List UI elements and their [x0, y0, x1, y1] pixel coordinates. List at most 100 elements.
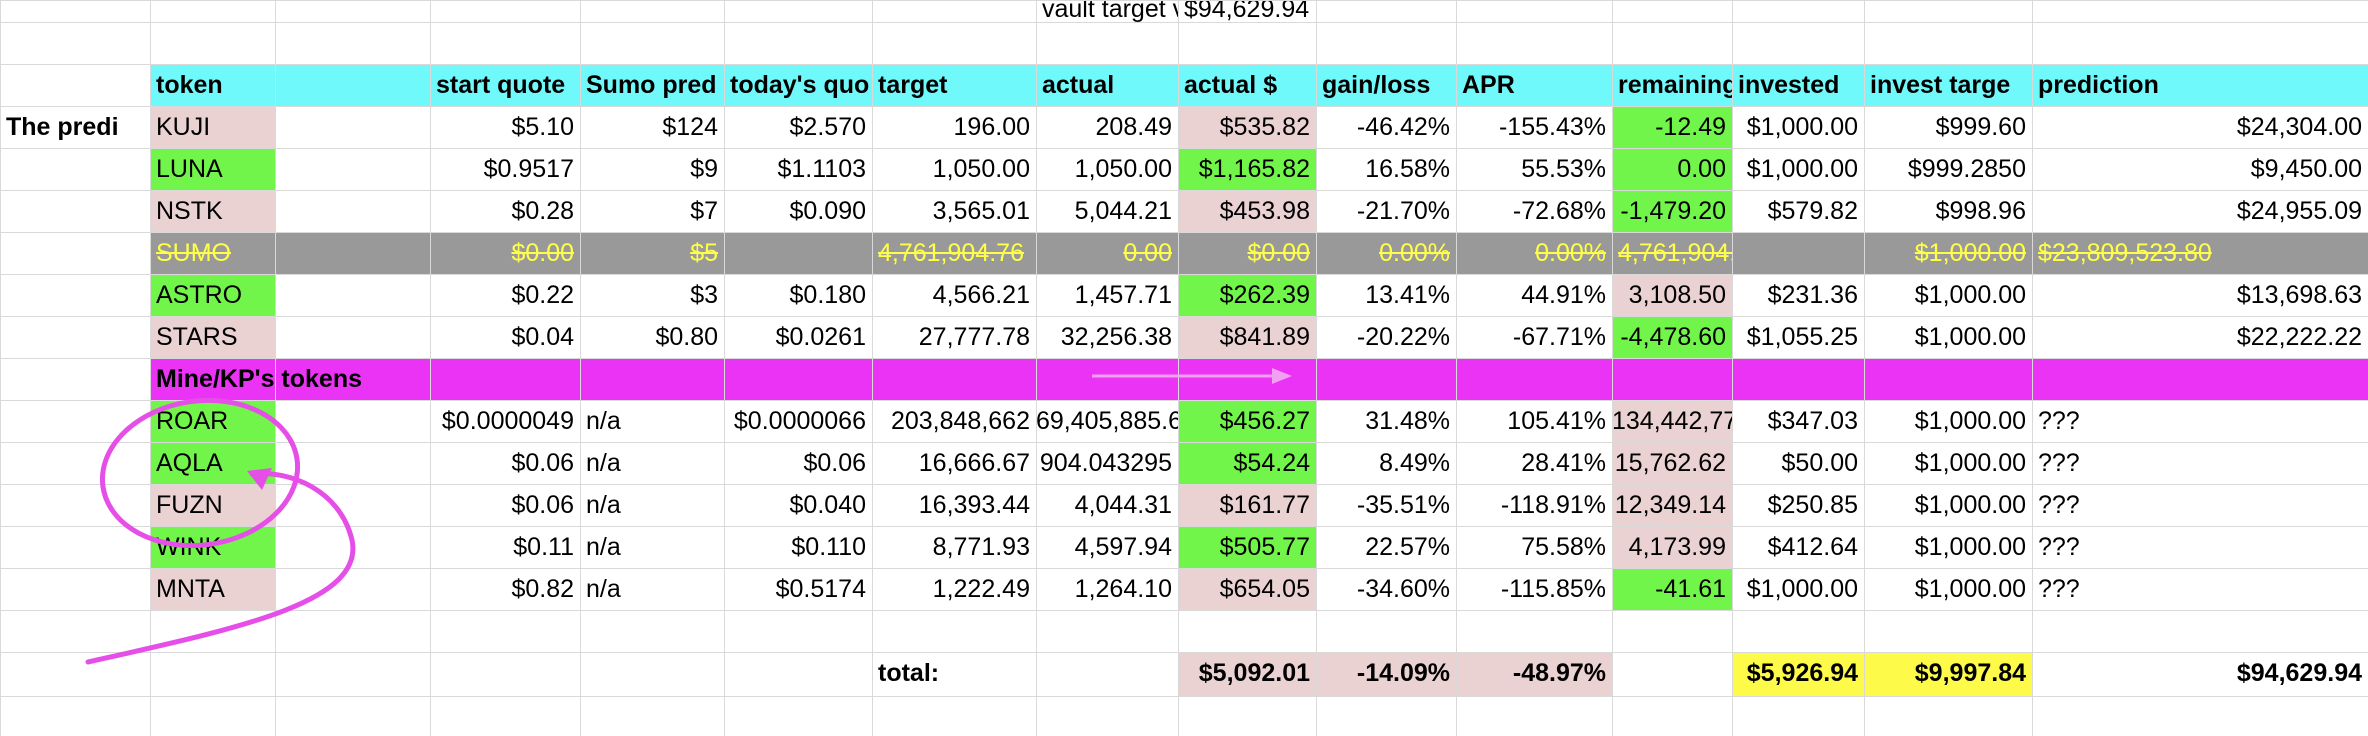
gain-loss-cell[interactable]: -34.60% — [1356, 575, 1450, 603]
apr-cell[interactable]: -72.68% — [1512, 197, 1606, 225]
total-invest-target[interactable]: $9,997.84 — [1864, 652, 2032, 696]
total-invested[interactable]: $5,926.94 — [1732, 652, 1864, 696]
start-quote-cell[interactable]: $0.82 — [511, 575, 574, 603]
apr-cell[interactable]: 105.41% — [1507, 407, 1606, 435]
todays-quote-cell[interactable]: $0.0000066 — [733, 407, 866, 435]
start-quote-cell[interactable]: $0.9517 — [483, 155, 574, 183]
prediction-cell[interactable]: ??? — [2038, 407, 2080, 435]
todays-quote-cell[interactable]: $0.090 — [789, 197, 866, 225]
blank-cell[interactable] — [275, 442, 430, 484]
blank-cell[interactable] — [275, 526, 430, 568]
sumo-pred-cell[interactable]: $124 — [662, 113, 718, 141]
actual-usd-cell[interactable]: $654.05 — [1178, 568, 1316, 610]
start-quote-cell[interactable]: $0.04 — [511, 323, 574, 351]
token-cell[interactable]: MNTA — [150, 568, 275, 610]
invested-cell[interactable]: $50.00 — [1781, 449, 1858, 477]
token-cell[interactable]: KUJI — [150, 106, 275, 148]
invest-target-cell[interactable]: $1,000.00 — [1914, 449, 2026, 477]
header-actual[interactable]: actual — [1036, 64, 1178, 106]
gain-loss-cell[interactable]: -21.70% — [1356, 197, 1450, 225]
invest-target-cell[interactable]: $999.60 — [1935, 113, 2026, 141]
vault-target-value[interactable]: $94,629.94 — [1184, 0, 1310, 22]
invested-cell[interactable]: $1,000.00 — [1746, 113, 1858, 141]
total-apr[interactable]: -48.97% — [1456, 652, 1612, 696]
actual-cell[interactable]: 904.043295 — [1039, 449, 1172, 477]
apr-cell[interactable]: 44.91% — [1521, 281, 1606, 309]
actual-cell[interactable]: 0.00 — [1036, 232, 1178, 274]
invest-target-cell[interactable]: $1,000.00 — [1914, 575, 2026, 603]
blank-cell[interactable] — [275, 568, 430, 610]
target-cell[interactable]: 203,848,662 — [890, 407, 1030, 435]
blank-cell[interactable] — [275, 316, 430, 358]
target-cell[interactable]: 4,566.21 — [932, 281, 1030, 309]
todays-quote-cell[interactable]: $0.110 — [791, 533, 866, 561]
token-cell[interactable]: FUZN — [150, 484, 275, 526]
sumo-pred-cell[interactable]: n/a — [586, 491, 621, 519]
header-prediction[interactable]: prediction — [2032, 64, 2368, 106]
target-cell[interactable]: 27,777.78 — [918, 323, 1030, 351]
sumo-pred-cell[interactable]: n/a — [586, 575, 621, 603]
blank-cell[interactable] — [275, 106, 430, 148]
token-cell[interactable]: LUNA — [150, 148, 275, 190]
remaining-cell[interactable]: -1,479.20 — [1612, 190, 1732, 232]
invest-target-cell[interactable]: $1,000.00 — [1914, 491, 2026, 519]
start-quote-cell[interactable]: $0.06 — [511, 449, 574, 477]
invested-cell[interactable]: $1,055.25 — [1746, 323, 1858, 351]
actual-cell[interactable]: 69,405,885.69 — [1036, 407, 1178, 435]
blank-cell[interactable] — [275, 190, 430, 232]
remaining-cell[interactable]: -41.61 — [1612, 568, 1732, 610]
prediction-cell[interactable]: $22,222.22 — [2236, 323, 2362, 351]
gain-loss-cell[interactable]: 31.48% — [1365, 407, 1450, 435]
gain-loss-cell[interactable]: 16.58% — [1365, 155, 1450, 183]
actual-usd-cell[interactable]: $54.24 — [1178, 442, 1316, 484]
side-label[interactable]: The predi — [6, 113, 119, 141]
vault-target-label[interactable]: vault target vali — [1042, 0, 1178, 22]
start-quote-cell[interactable]: $0.06 — [511, 491, 574, 519]
invested-cell[interactable]: $579.82 — [1767, 197, 1858, 225]
totals-label[interactable]: total: — [878, 659, 940, 687]
todays-quote-cell[interactable]: $0.180 — [789, 281, 866, 309]
blank-cell[interactable] — [275, 148, 430, 190]
actual-usd-cell[interactable]: $0.00 — [1178, 232, 1316, 274]
invest-target-cell[interactable]: $1,000.00 — [1914, 323, 2026, 351]
actual-cell[interactable]: 4,597.94 — [1074, 533, 1172, 561]
prediction-cell[interactable]: $24,955.09 — [2236, 197, 2362, 225]
header-target[interactable]: target — [872, 64, 1036, 106]
gain-loss-cell[interactable]: 13.41% — [1365, 281, 1450, 309]
actual-cell[interactable]: 1,264.10 — [1074, 575, 1172, 603]
invest-target-cell[interactable]: $998.96 — [1935, 197, 2026, 225]
token-cell[interactable]: ASTRO — [150, 274, 275, 316]
invested-cell[interactable]: $250.85 — [1767, 491, 1858, 519]
header-start-quote[interactable]: start quote — [430, 64, 580, 106]
target-cell[interactable]: 1,222.49 — [932, 575, 1030, 603]
apr-cell[interactable]: -115.85% — [1500, 575, 1606, 603]
invest-target-cell[interactable]: $1,000.00 — [1914, 533, 2026, 561]
actual-cell[interactable]: 208.49 — [1095, 113, 1172, 141]
blank-cell[interactable] — [275, 484, 430, 526]
todays-quote-cell[interactable]: $0.5174 — [775, 575, 866, 603]
header-gain-loss[interactable]: gain/loss — [1316, 64, 1456, 106]
sumo-pred-cell[interactable]: n/a — [586, 449, 621, 477]
header-apr[interactable]: APR — [1456, 64, 1612, 106]
token-cell[interactable]: ROAR — [150, 400, 275, 442]
invested-cell[interactable]: $412.64 — [1767, 533, 1858, 561]
remaining-cell[interactable]: 12,349.14 — [1612, 484, 1732, 526]
remaining-cell[interactable]: 4,173.99 — [1612, 526, 1732, 568]
actual-cell[interactable]: 1,457.71 — [1074, 281, 1172, 309]
todays-quote-cell[interactable]: $1.1103 — [777, 155, 866, 183]
actual-cell[interactable]: 5,044.21 — [1074, 197, 1172, 225]
sumo-pred-cell[interactable]: n/a — [586, 407, 621, 435]
token-cell[interactable]: STARS — [150, 316, 275, 358]
invest-target-cell[interactable]: $999.2850 — [1907, 155, 2026, 183]
prediction-cell[interactable]: ??? — [2038, 533, 2080, 561]
sumo-pred-cell[interactable]: $9 — [690, 155, 718, 183]
remaining-cell[interactable]: 3,108.50 — [1612, 274, 1732, 316]
target-cell[interactable]: 16,393.44 — [918, 491, 1030, 519]
prediction-cell[interactable]: $23,809,523.80 — [2032, 232, 2368, 274]
header-invest-target[interactable]: invest targe — [1864, 64, 2032, 106]
invested-cell[interactable]: $347.03 — [1767, 407, 1858, 435]
gain-loss-cell[interactable]: -46.42% — [1356, 113, 1450, 141]
apr-cell[interactable]: 28.41% — [1521, 449, 1606, 477]
total-actual-usd[interactable]: $5,092.01 — [1178, 652, 1316, 696]
start-quote-cell[interactable]: $5.10 — [511, 113, 574, 141]
